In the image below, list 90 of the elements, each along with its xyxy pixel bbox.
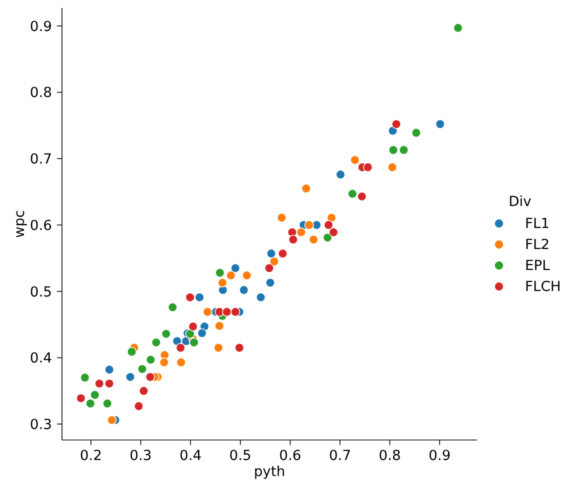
point (256, 292, 266, 302)
point (94, 378, 104, 388)
point (328, 227, 338, 238)
point (308, 234, 318, 244)
y-tick-label: 0.7 (30, 152, 52, 168)
x-tick-label: 0.3 (130, 448, 152, 464)
point (76, 393, 86, 403)
point (218, 278, 228, 288)
point (230, 307, 240, 317)
point (357, 192, 367, 202)
point (159, 358, 169, 368)
point (326, 212, 336, 222)
point (278, 248, 288, 258)
point (189, 338, 199, 348)
point (168, 302, 178, 312)
point (234, 342, 244, 353)
point (102, 398, 112, 408)
point (104, 364, 114, 374)
point (194, 292, 204, 302)
point (107, 415, 117, 425)
point (266, 248, 276, 258)
legend-label: FL2 (525, 236, 550, 252)
point (176, 358, 186, 368)
point (197, 328, 207, 338)
y-tick-label: 0.4 (30, 350, 52, 367)
point (80, 372, 90, 382)
point (222, 307, 232, 317)
point (304, 220, 314, 230)
point (324, 220, 334, 230)
point (435, 119, 445, 129)
point (230, 263, 240, 273)
x-tick-label: 0.5 (229, 448, 252, 464)
point (242, 270, 252, 280)
point (350, 155, 360, 165)
legend-label: FL1 (525, 216, 550, 232)
point (161, 329, 171, 339)
x-tick-label: 0.4 (179, 448, 202, 464)
point (90, 390, 100, 400)
point (104, 378, 114, 388)
point (185, 329, 195, 339)
y-tick-label: 0.9 (30, 18, 52, 35)
y-tick-label: 0.6 (30, 218, 52, 234)
x-axis-title: pyth (254, 464, 286, 480)
point (151, 338, 161, 348)
point (398, 145, 409, 155)
x-tick-label: 0.9 (428, 448, 451, 464)
point (411, 128, 422, 138)
point (138, 386, 149, 396)
point (137, 364, 148, 374)
point (296, 227, 306, 238)
point (388, 145, 398, 155)
point (125, 372, 136, 382)
y-axis-title: wpc (12, 210, 28, 238)
point (288, 234, 298, 244)
point (226, 270, 236, 280)
point (126, 346, 137, 357)
x-tick-label: 0.8 (378, 448, 401, 464)
point (363, 162, 373, 172)
point (86, 398, 96, 408)
point (388, 162, 398, 172)
point (188, 322, 198, 332)
point (301, 184, 311, 194)
y-tick-label: 0.5 (30, 284, 52, 300)
legend-title: Div (508, 194, 532, 210)
point (348, 189, 358, 199)
point (264, 263, 274, 273)
point (336, 170, 346, 180)
y-tick-label: 0.8 (30, 85, 52, 102)
point (134, 401, 144, 411)
x-tick-label: 0.2 (80, 448, 102, 464)
point (265, 278, 276, 288)
point (214, 342, 224, 353)
legend-label: FLCH (525, 278, 561, 294)
y-tick-label: 0.3 (30, 417, 52, 434)
point (453, 23, 463, 33)
point (269, 256, 280, 266)
point (239, 285, 249, 295)
point (214, 321, 224, 331)
point (202, 307, 212, 317)
x-tick-label: 0.6 (279, 448, 302, 464)
point (215, 268, 225, 278)
point (145, 372, 155, 382)
point (391, 119, 402, 129)
point (176, 342, 186, 353)
point (322, 232, 332, 242)
legend-label: EPL (525, 258, 550, 274)
point (146, 354, 156, 365)
point (276, 212, 287, 222)
point (185, 292, 195, 302)
x-tick-label: 0.7 (328, 448, 352, 464)
